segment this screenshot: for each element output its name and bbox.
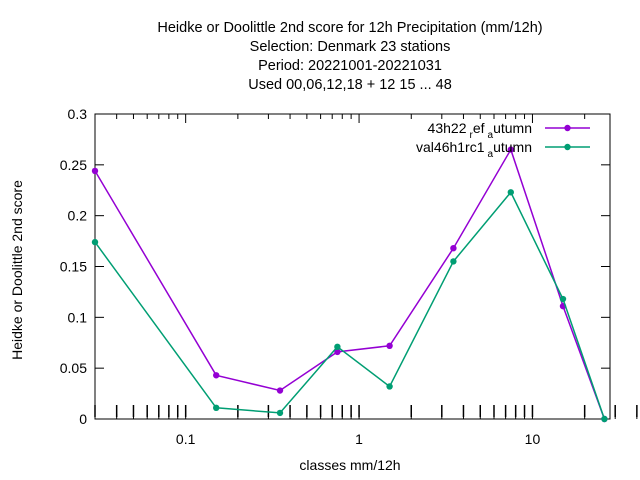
x-axis: 0.1 1 10 bbox=[94, 114, 638, 447]
y-tick-label: 0.25 bbox=[60, 157, 87, 173]
legend-label-2: val46h1rc1 autumn bbox=[416, 139, 532, 160]
series-layer bbox=[91, 146, 608, 423]
series-line bbox=[94, 190, 606, 420]
data-point bbox=[450, 245, 457, 252]
data-point bbox=[386, 383, 393, 390]
chart-title-line-4: Used 00,06,12,18 + 12 15 ... 48 bbox=[248, 77, 452, 93]
data-point bbox=[386, 342, 393, 349]
chart-title: Heidke or Doolittle 2nd score for 12h Pr… bbox=[157, 20, 542, 93]
y-tick-label: 0.3 bbox=[68, 106, 88, 122]
data-point bbox=[213, 372, 220, 379]
data-point bbox=[213, 404, 220, 412]
data-point bbox=[334, 348, 341, 356]
data-point bbox=[334, 343, 341, 351]
x-axis-label: classes mm/12h bbox=[299, 457, 400, 473]
data-point bbox=[91, 167, 99, 175]
data-point bbox=[450, 258, 457, 265]
chart-title-line-1: Heidke or Doolittle 2nd score for 12h Pr… bbox=[157, 20, 542, 36]
series-1 bbox=[91, 146, 608, 423]
data-point bbox=[276, 409, 284, 417]
y-tick-label: 0.2 bbox=[68, 208, 88, 224]
y-tick-label: 0 bbox=[79, 411, 87, 427]
legend-marker bbox=[564, 124, 571, 132]
legend-entry-1: 43h22 ref autumn bbox=[428, 120, 590, 141]
y-tick-label: 0.15 bbox=[60, 259, 87, 275]
x-tick-label: 0.1 bbox=[176, 431, 196, 447]
series-line bbox=[94, 147, 606, 420]
y-tick-label: 0.1 bbox=[68, 309, 88, 325]
data-point bbox=[559, 295, 567, 303]
data-point bbox=[507, 189, 514, 196]
legend-label-1: 43h22 ref autumn bbox=[428, 120, 532, 141]
chart-title-line-2: Selection: Denmark 23 stations bbox=[250, 39, 451, 55]
y-axis: 0 0.05 0.1 0.15 0.2 0.25 0.3 bbox=[60, 106, 610, 427]
chart-title-line-3: Period: 20221001-20221031 bbox=[258, 58, 442, 74]
y-tick-label: 0.05 bbox=[60, 360, 87, 376]
x-tick-label: 1 bbox=[355, 431, 363, 447]
legend-entry-2: val46h1rc1 autumn bbox=[416, 139, 590, 160]
legend-marker bbox=[564, 143, 571, 151]
data-point bbox=[507, 146, 514, 153]
y-axis-label: Heidke or Doolittle 2nd score bbox=[9, 180, 25, 360]
series-2 bbox=[91, 189, 608, 423]
x-tick-label: 10 bbox=[525, 431, 541, 447]
legend: 43h22 ref autumn val46h1rc1 autumn bbox=[416, 120, 590, 160]
data-point bbox=[91, 238, 99, 246]
data-point bbox=[601, 415, 608, 423]
data-point bbox=[276, 387, 284, 394]
plot-frame bbox=[94, 113, 611, 420]
